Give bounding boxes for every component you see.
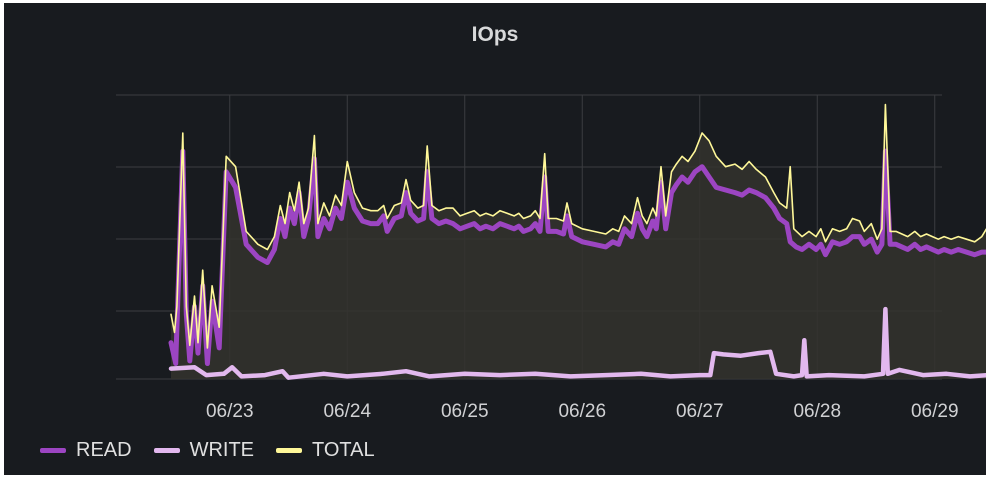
- series-line-read[interactable]: [168, 148, 986, 374]
- series-line-write[interactable]: [168, 306, 986, 380]
- chart-panel: IOps 06/23 06/24 06/25 06/26 06/27 06/28 06/29…: [4, 3, 986, 475]
- series-lines[interactable]: [168, 103, 986, 380]
- legend-item-write[interactable]: WRITE: [153, 439, 255, 462]
- legend-swatch-total: [276, 448, 303, 453]
- x-tick-label: 06/29: [911, 401, 959, 422]
- x-tick-label: 06/28: [793, 401, 841, 422]
- x-tick-label: 06/26: [558, 401, 606, 422]
- chart-title: IOps: [471, 23, 519, 46]
- legend-swatch-write: [153, 448, 180, 453]
- legend-label-write: WRITE: [189, 439, 255, 461]
- legend-item-total[interactable]: TOTAL: [276, 439, 375, 462]
- legend-label-read: READ: [76, 439, 132, 461]
- legend-swatch-read: [40, 448, 66, 453]
- x-axis-ticks: 06/23 06/24 06/25 06/26 06/27 06/28 06/29: [206, 401, 959, 422]
- legend-label-total: TOTAL: [312, 439, 375, 461]
- x-tick-label: 06/25: [441, 401, 489, 422]
- legend[interactable]: READ WRITE TOTAL: [40, 439, 375, 462]
- x-tick-label: 06/23: [206, 401, 254, 422]
- legend-item-read[interactable]: READ: [40, 439, 132, 462]
- series-line-total[interactable]: [170, 103, 986, 369]
- line-chart[interactable]: 06/23 06/24 06/25 06/26 06/27 06/28 06/29: [4, 3, 986, 475]
- x-tick-label: 06/24: [323, 401, 371, 422]
- x-tick-label: 06/27: [676, 401, 724, 422]
